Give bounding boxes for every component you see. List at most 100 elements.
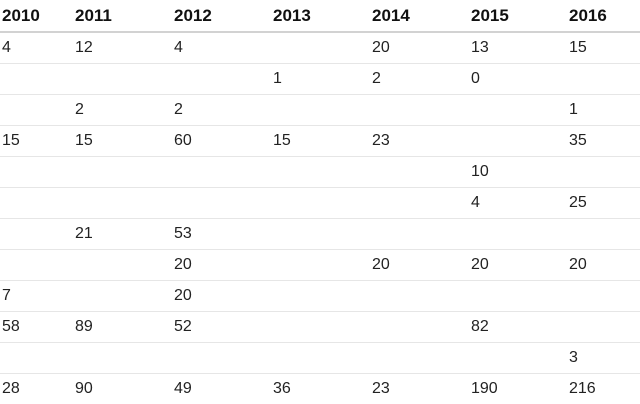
table-cell — [0, 157, 73, 188]
column-header-2010: 2010 — [0, 0, 73, 32]
table-cell — [370, 95, 469, 126]
table-cell — [0, 188, 73, 219]
column-header-2014: 2014 — [370, 0, 469, 32]
table-cell — [370, 281, 469, 312]
table-cell: 60 — [172, 126, 271, 157]
column-header-2013: 2013 — [271, 0, 370, 32]
table-cell — [73, 343, 172, 374]
table-cell — [172, 157, 271, 188]
table-cell: 15 — [567, 32, 640, 64]
table-cell: 190 — [469, 374, 567, 404]
table-cell — [73, 157, 172, 188]
table-cell — [271, 219, 370, 250]
table-cell — [370, 312, 469, 343]
table-cell: 20 — [172, 281, 271, 312]
table-cell — [0, 64, 73, 95]
table-cell: 3 — [567, 343, 640, 374]
header-row: 2010 2011 2012 2013 2014 2015 2016 — [0, 0, 640, 32]
table-cell — [469, 95, 567, 126]
table-cell — [370, 343, 469, 374]
table-cell: 10 — [469, 157, 567, 188]
table-cell: 13 — [469, 32, 567, 64]
table-cell — [567, 157, 640, 188]
table-cell: 2 — [172, 95, 271, 126]
table-cell: 23 — [370, 126, 469, 157]
table-cell: 216 — [567, 374, 640, 404]
table-cell — [370, 188, 469, 219]
table-cell: 4 — [172, 32, 271, 64]
table-cell — [567, 219, 640, 250]
table-cell: 15 — [271, 126, 370, 157]
table-cell: 82 — [469, 312, 567, 343]
table-cell: 20 — [567, 250, 640, 281]
table-cell: 89 — [73, 312, 172, 343]
table-cell — [469, 126, 567, 157]
table-row: 21 53 — [0, 219, 640, 250]
table-cell — [271, 188, 370, 219]
table-row: 10 — [0, 157, 640, 188]
table-cell: 25 — [567, 188, 640, 219]
table-cell — [0, 219, 73, 250]
table-cell — [271, 281, 370, 312]
table-cell: 58 — [0, 312, 73, 343]
table-cell: 20 — [469, 250, 567, 281]
table-row: 1 2 0 — [0, 64, 640, 95]
table-cell — [469, 219, 567, 250]
table-row: 2 2 1 — [0, 95, 640, 126]
table-cell: 1 — [567, 95, 640, 126]
table-cell — [172, 188, 271, 219]
column-header-2012: 2012 — [172, 0, 271, 32]
table-cell: 15 — [0, 126, 73, 157]
table-cell: 52 — [172, 312, 271, 343]
table-row: 4 25 — [0, 188, 640, 219]
table-cell: 49 — [172, 374, 271, 404]
column-header-2015: 2015 — [469, 0, 567, 32]
table-cell: 28 — [0, 374, 73, 404]
table-cell: 12 — [73, 32, 172, 64]
table-cell — [271, 312, 370, 343]
table-cell: 90 — [73, 374, 172, 404]
table-row: 4 12 4 20 13 15 — [0, 32, 640, 64]
table-cell — [271, 32, 370, 64]
table-cell: 1 — [271, 64, 370, 95]
table-cell: 20 — [172, 250, 271, 281]
table-cell: 0 — [469, 64, 567, 95]
table-cell: 53 — [172, 219, 271, 250]
column-header-2016: 2016 — [567, 0, 640, 32]
table-cell — [271, 157, 370, 188]
table-row: 7 20 — [0, 281, 640, 312]
table-cell — [0, 95, 73, 126]
table-cell — [271, 250, 370, 281]
table-cell — [370, 219, 469, 250]
table-cell — [271, 343, 370, 374]
table-row: 58 89 52 82 — [0, 312, 640, 343]
table-cell: 23 — [370, 374, 469, 404]
table-cell: 4 — [0, 32, 73, 64]
table-cell — [567, 312, 640, 343]
table-cell: 7 — [0, 281, 73, 312]
table-cell: 21 — [73, 219, 172, 250]
table-cell: 35 — [567, 126, 640, 157]
table-cell: 4 — [469, 188, 567, 219]
table-cell — [172, 64, 271, 95]
table-cell — [73, 281, 172, 312]
table-cell — [469, 281, 567, 312]
table-cell: 20 — [370, 32, 469, 64]
table-cell: 15 — [73, 126, 172, 157]
table-cell: 36 — [271, 374, 370, 404]
table-cell — [73, 64, 172, 95]
table-cell — [370, 157, 469, 188]
table-cell: 2 — [73, 95, 172, 126]
table-cell: 20 — [370, 250, 469, 281]
table-row: 15 15 60 15 23 35 — [0, 126, 640, 157]
table-cell — [271, 95, 370, 126]
table-cell: 2 — [370, 64, 469, 95]
table-cell — [73, 188, 172, 219]
table-cell — [73, 250, 172, 281]
table-cell — [567, 64, 640, 95]
table-row: 20 20 20 20 — [0, 250, 640, 281]
table-row: 28 90 49 36 23 190 216 — [0, 374, 640, 404]
table-cell — [567, 281, 640, 312]
table-cell — [172, 343, 271, 374]
